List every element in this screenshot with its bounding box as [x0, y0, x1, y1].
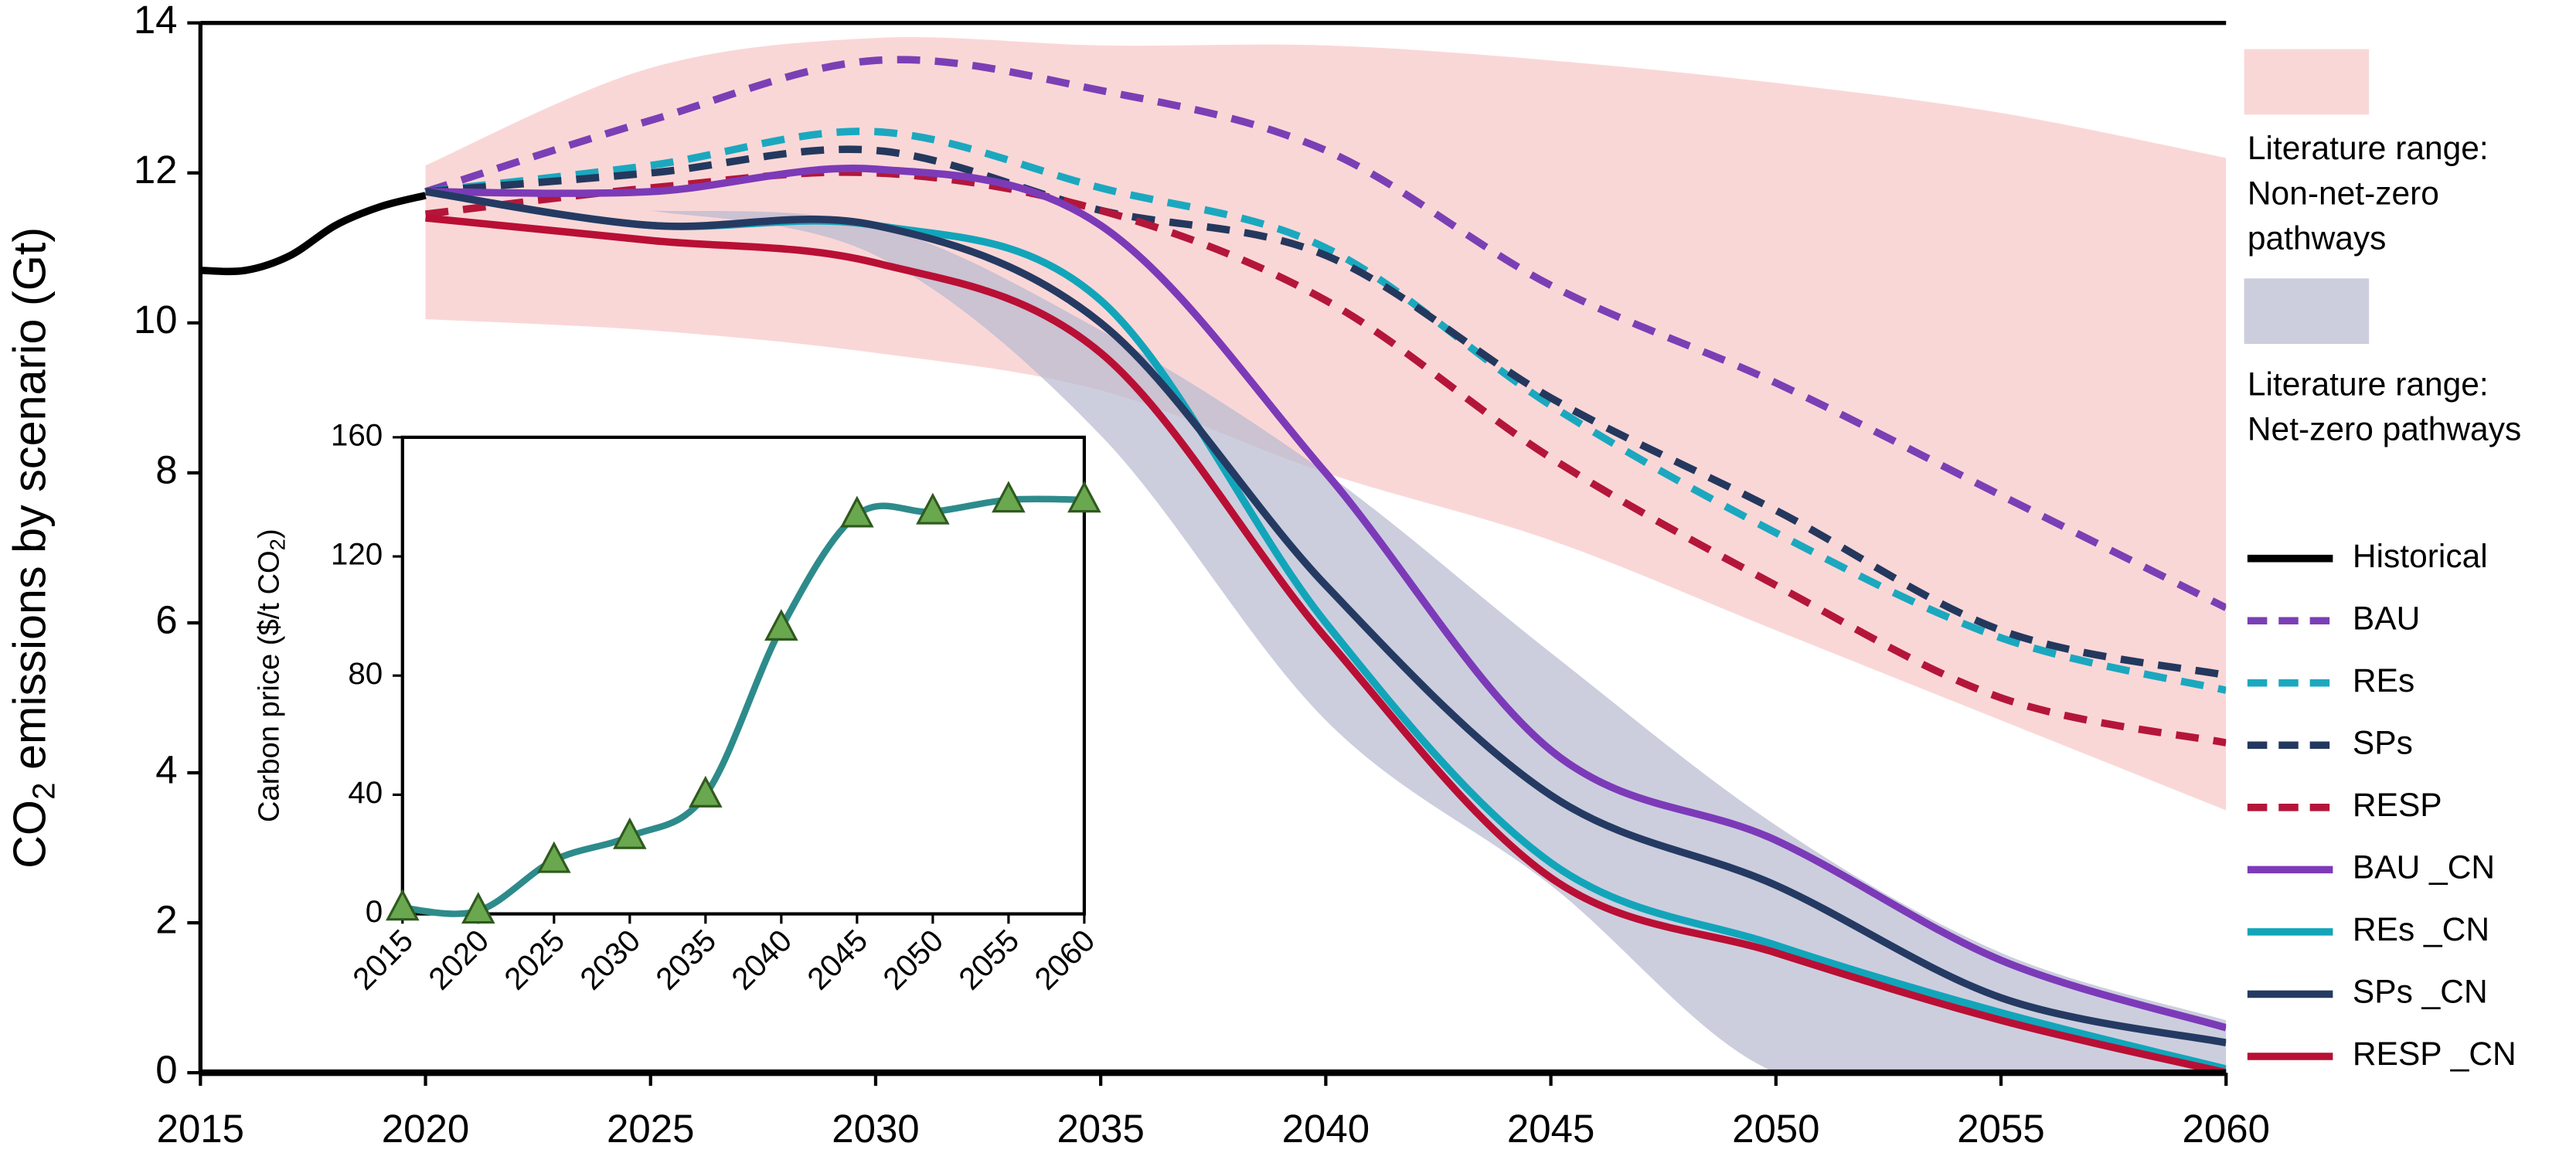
x-tick-label: 2030: [573, 923, 647, 997]
legend-label: BAU _CN: [2353, 849, 2495, 886]
y-tick-label: 0: [366, 893, 383, 929]
x-tick-label: 2020: [421, 923, 495, 997]
price-line: [402, 495, 1084, 917]
x-tick-label: 2060: [1027, 923, 1101, 997]
x-tick-label: 2025: [607, 1107, 694, 1151]
price-marker: [916, 492, 950, 525]
x-tick-label: 2035: [648, 923, 723, 997]
price-marker: [992, 481, 1026, 513]
plot-area: [200, 36, 2227, 1073]
x-tick-label: 2045: [800, 923, 874, 997]
x-tick-label: 2030: [832, 1107, 919, 1151]
y-tick-label: 14: [134, 0, 178, 42]
price-marker: [613, 817, 647, 849]
legend-label: REs _CN: [2353, 911, 2489, 947]
series-line: [200, 192, 427, 276]
x-tick-label: 2045: [1507, 1107, 1594, 1151]
series-line: [424, 56, 2227, 611]
y-tick-label: 80: [348, 655, 383, 691]
x-tick-label: 2055: [951, 923, 1026, 997]
y-tick-label: 12: [134, 148, 178, 192]
legend: Literature range: Non-net-zero pathways Lit…: [2244, 49, 2521, 1072]
price-marker: [840, 495, 874, 528]
price-marker: [689, 775, 723, 808]
price-marker: [1067, 481, 1101, 513]
y-axis-title: CO2 emissions by scenario (Gt): [3, 227, 61, 869]
series-line: [424, 188, 2227, 1047]
y-tick-label: 2: [155, 898, 177, 942]
x-tick-label: 2020: [382, 1107, 469, 1151]
legend-label: Literature range:: [2248, 130, 2489, 166]
range-band: [650, 210, 2227, 1073]
x-tick-label: 2015: [157, 1107, 244, 1151]
series-line: [425, 165, 2227, 1032]
legend-label: REs: [2353, 662, 2414, 699]
legend-label: Net-zero pathways: [2248, 411, 2521, 447]
price-marker: [537, 841, 571, 873]
legend-label: Non-net-zero: [2248, 175, 2439, 212]
legend-label: pathways: [2248, 220, 2387, 257]
y-tick-label: 10: [134, 298, 178, 342]
legend-swatch: [2244, 278, 2370, 345]
y-axis-title-part: CO: [3, 800, 55, 869]
x-tick-label: 2025: [497, 923, 571, 997]
legend-label: RESP _CN: [2353, 1036, 2516, 1072]
x-tick-label: 2055: [1957, 1107, 2044, 1151]
inset-y-axis-title-part: 2: [266, 539, 290, 550]
y-tick-label: 160: [331, 417, 383, 453]
legend-label: BAU: [2353, 600, 2420, 636]
y-axis-title-part: emissions by scenario (Gt): [3, 227, 55, 783]
series-line: [425, 214, 2227, 1073]
price-marker: [764, 608, 798, 641]
series-line: [425, 145, 2227, 679]
y-tick-label: 4: [155, 748, 177, 792]
legend-label: Literature range:: [2248, 366, 2489, 402]
y-tick-label: 6: [155, 597, 177, 641]
x-tick-label: 2050: [876, 923, 950, 997]
legend-label: SPs: [2353, 725, 2413, 761]
legend-label: SPs _CN: [2353, 974, 2488, 1010]
inset-frame: [400, 435, 1087, 916]
x-tick-label: 2035: [1057, 1107, 1144, 1151]
price-marker: [461, 892, 495, 924]
x-tick-label: 2050: [1732, 1107, 1819, 1151]
inset-y-axis-title-part: ): [253, 529, 286, 539]
inset-y-axis-title-part: Carbon price ($/t CO: [253, 550, 286, 822]
y-tick-label: 120: [331, 536, 383, 572]
y-axis-title-part: 2: [26, 783, 61, 800]
x-tick-label: 2060: [2183, 1107, 2270, 1151]
legend-swatch: [2244, 49, 2370, 115]
x-tick-label: 2015: [345, 923, 420, 997]
x-tick-label: 2040: [1282, 1107, 1370, 1151]
series-line: [424, 128, 2227, 694]
y-tick-label: 8: [155, 447, 177, 491]
legend-label: RESP: [2353, 787, 2442, 823]
y-tick-label: 0: [155, 1048, 177, 1092]
legend-label: Historical: [2353, 538, 2488, 574]
price-marker: [386, 889, 420, 921]
x-tick-label: 2040: [724, 923, 798, 997]
inset-y-axis-title: Carbon price ($/t CO2): [253, 529, 290, 822]
y-tick-label: 40: [348, 774, 383, 810]
